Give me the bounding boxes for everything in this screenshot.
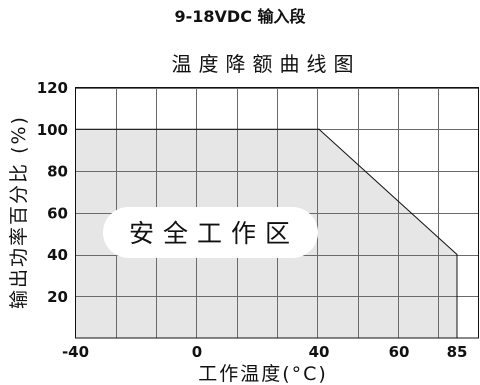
x-tick-label: -40 [62,343,89,361]
safe-area-label-box [103,207,318,258]
y-tick-label: 40 [47,246,68,264]
x-tick-label: 0 [192,343,202,361]
chart-heading: 9-18VDC 输入段 [174,7,306,26]
y-axis-label: 输出功率百分比 (%) [8,115,30,309]
chart-title: 温度降额曲线图 [172,52,361,76]
x-axis-label: 工作温度(°C) [198,363,328,385]
y-tick-label: 100 [37,121,68,139]
y-tick-label: 80 [47,163,68,181]
y-tick-label: 60 [47,204,68,222]
tick-labels: 20 40 60 80 100 120 -40 0 40 60 85 [37,79,468,361]
y-tick-label: 20 [47,288,68,306]
safe-area-label-text: 安全工作区 [129,219,299,248]
x-tick-label: 85 [447,343,468,361]
plot-border [75,87,479,339]
x-tick-label: 40 [309,343,330,361]
y-tick-label: 120 [37,79,68,97]
safe-area-label: 安全工作区 [103,207,318,258]
derating-point [318,128,320,130]
x-tick-label: 60 [389,343,410,361]
